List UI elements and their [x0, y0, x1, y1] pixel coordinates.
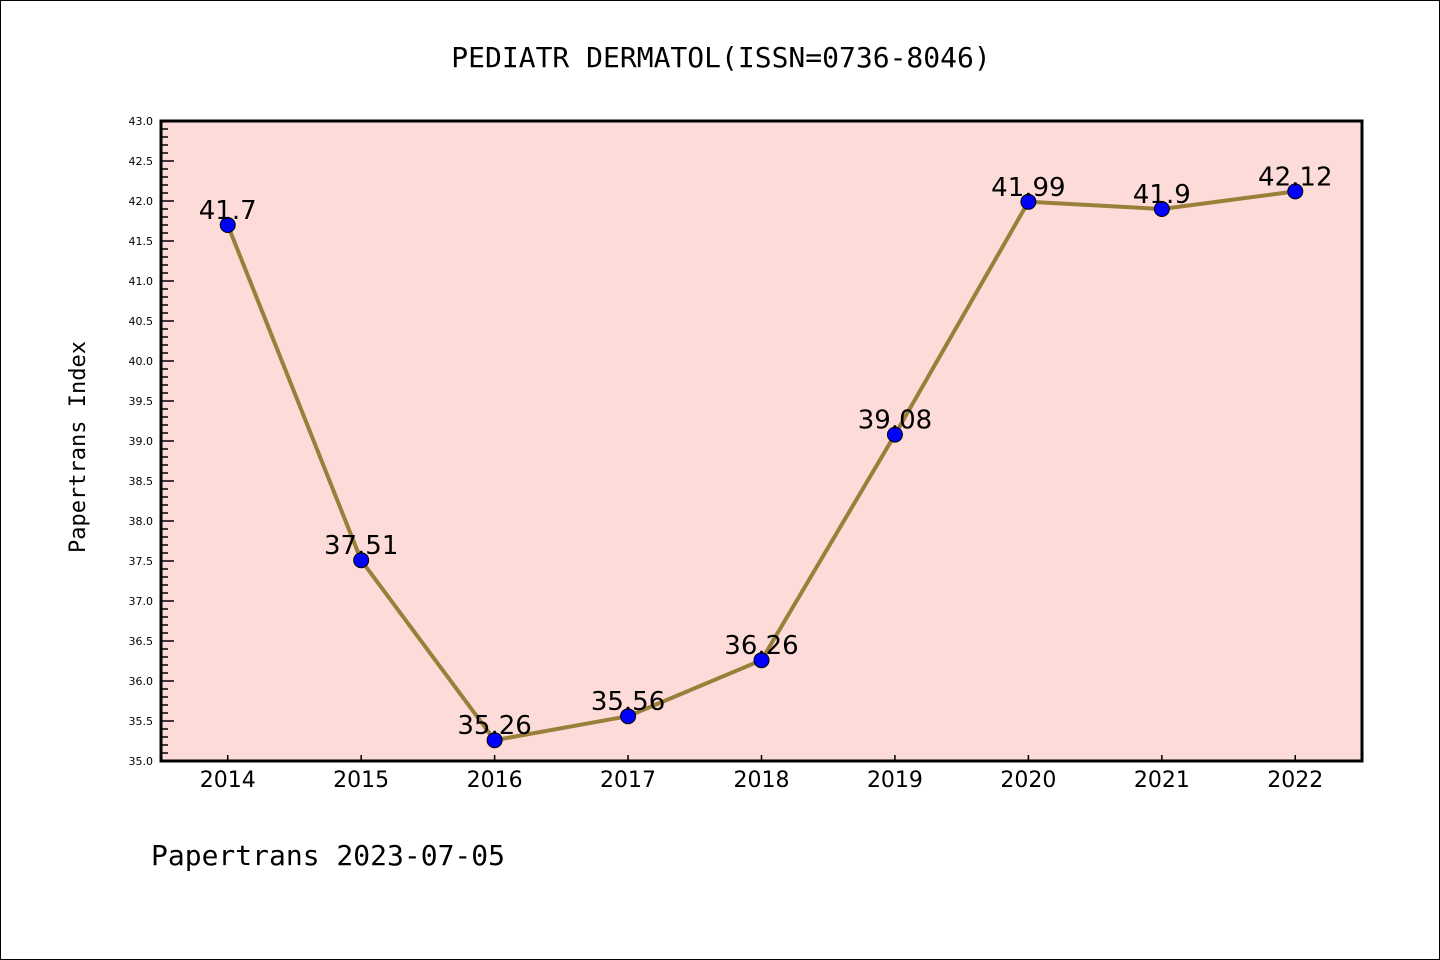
x-tick-label: 2018 — [734, 768, 790, 793]
data-label: 41.7 — [199, 196, 257, 226]
data-label: 36.26 — [724, 631, 798, 661]
x-tick-label: 2017 — [600, 768, 656, 793]
data-point — [753, 652, 770, 669]
plot-frame — [159, 119, 1364, 763]
data-label: 41.99 — [991, 173, 1065, 203]
y-tick-label: 41.0 — [129, 275, 154, 288]
data-point — [486, 732, 503, 749]
y-tick-label: 36.0 — [129, 675, 154, 688]
data-point — [219, 217, 236, 233]
x-tick-label: 2016 — [467, 768, 523, 793]
y-tick-label: 43.0 — [129, 115, 154, 128]
y-tick-label: 35.5 — [129, 715, 154, 728]
data-point — [620, 708, 637, 725]
y-tick-label: 35.0 — [129, 755, 154, 768]
y-tick-label: 41.5 — [129, 235, 154, 248]
x-tick-label: 2021 — [1134, 768, 1190, 793]
footer-text: Papertrans 2023-07-05 — [151, 839, 505, 872]
y-tick-label: 39.5 — [129, 395, 154, 408]
y-tick-label: 42.5 — [129, 155, 154, 168]
data-point — [1287, 183, 1304, 200]
x-tick-label: 2022 — [1267, 768, 1323, 793]
data-point — [1020, 193, 1037, 210]
y-tick-label: 37.0 — [129, 595, 154, 608]
y-tick-label: 37.5 — [129, 555, 154, 568]
x-tick-label: 2015 — [333, 768, 389, 793]
data-point — [1153, 201, 1170, 217]
y-tick-label: 38.0 — [129, 515, 154, 528]
y-tick-label: 40.0 — [129, 355, 154, 368]
data-label: 41.9 — [1133, 180, 1191, 210]
y-tick-label: 39.0 — [129, 435, 154, 448]
data-label: 42.12 — [1258, 162, 1332, 192]
data-point — [353, 552, 370, 569]
data-label: 35.26 — [457, 711, 531, 741]
x-tick-label: 2014 — [200, 768, 256, 793]
x-tick-label: 2020 — [1000, 768, 1056, 793]
data-label: 39.08 — [858, 406, 932, 436]
x-tick-label: 2019 — [867, 768, 923, 793]
y-tick-label: 38.5 — [129, 475, 154, 488]
y-axis-label: Papertrans Index — [66, 341, 91, 553]
data-point — [886, 426, 903, 443]
data-label: 35.56 — [591, 687, 665, 717]
y-tick-label: 42.0 — [129, 195, 154, 208]
data-label: 37.51 — [324, 531, 398, 561]
chart-title: PEDIATR DERMATOL(ISSN=0736-8046) — [451, 41, 990, 74]
y-tick-label: 40.5 — [129, 315, 154, 328]
y-tick-label: 36.5 — [129, 635, 154, 648]
